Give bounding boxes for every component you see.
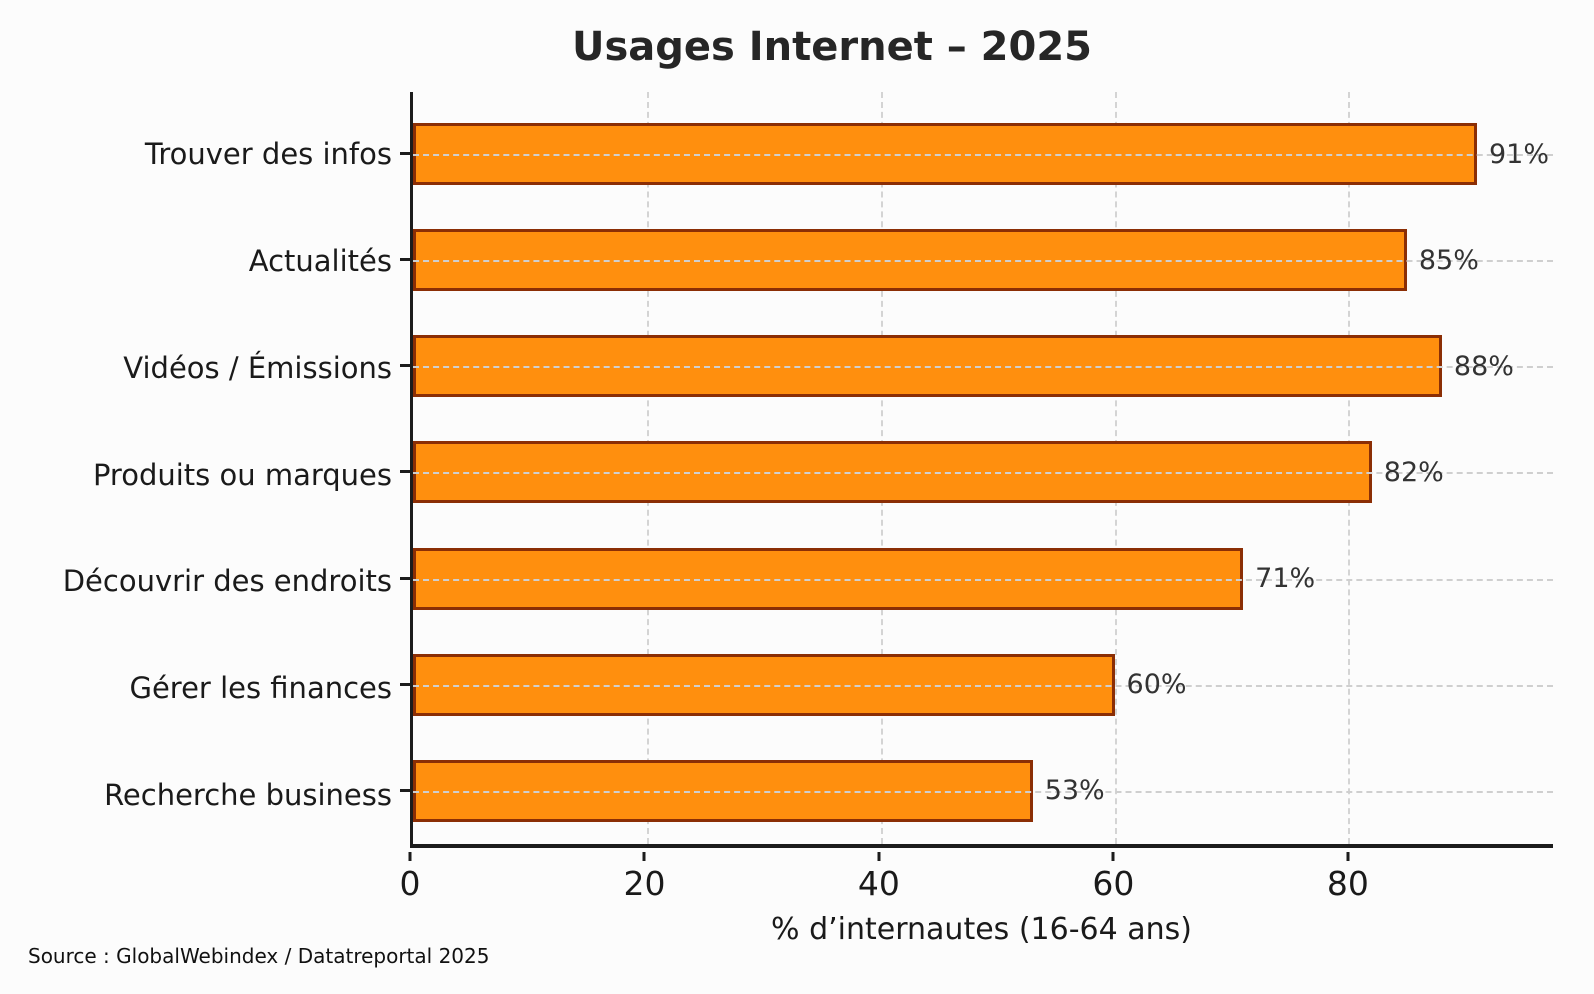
category-label: Trouver des infos xyxy=(144,137,392,172)
x-axis-ticks: 0 20 40 60 80 xyxy=(400,852,1553,916)
y-tick-mark xyxy=(400,470,410,474)
plot-area: 91% 85% 88% 82% 71% 60% 53% xyxy=(400,92,1553,848)
bar-value-label: 82% xyxy=(1383,456,1444,488)
x-tick-label: 0 xyxy=(399,864,421,903)
bar-value-label: 53% xyxy=(1044,775,1105,807)
x-tick-label: 40 xyxy=(857,864,900,903)
bar xyxy=(413,335,1442,398)
bar-value-label: 60% xyxy=(1126,669,1187,701)
bar-row: 60% xyxy=(400,632,1553,738)
chart-title: Usages Internet – 2025 xyxy=(571,24,1093,70)
x-tick-mark xyxy=(642,852,646,861)
category-label: Gérer les finances xyxy=(129,670,392,705)
bar-row: 85% xyxy=(400,207,1553,313)
category-label: Vidéos / Émissions xyxy=(123,350,392,385)
y-tick-mark xyxy=(400,258,410,262)
bar-value-label: 88% xyxy=(1453,350,1514,382)
bar-value-label: 71% xyxy=(1255,563,1316,595)
x-tick-label: 60 xyxy=(1092,864,1135,903)
bar xyxy=(413,123,1477,186)
bar-rows: 91% 85% 88% 82% 71% 60% 53% xyxy=(400,101,1553,844)
y-axis-category-labels: Trouver des infos Actualités Vidéos / Émis… xyxy=(0,101,392,848)
bar xyxy=(413,441,1372,504)
y-tick-mark xyxy=(400,152,410,156)
category-label: Produits ou marques xyxy=(92,457,392,492)
x-axis-label: % d’internautes (16-64 ans) xyxy=(771,912,1192,947)
y-tick-mark xyxy=(400,682,410,686)
x-tick-label: 80 xyxy=(1326,864,1369,903)
x-tick-mark xyxy=(877,852,881,861)
bar-value-label: 91% xyxy=(1489,138,1550,170)
x-tick-mark xyxy=(408,852,412,861)
x-tick-label: 20 xyxy=(623,864,666,903)
category-label: Recherche business xyxy=(104,777,392,812)
category-label: Actualités xyxy=(248,244,392,279)
x-tick-mark xyxy=(1346,852,1350,861)
bar-row: 82% xyxy=(400,419,1553,525)
bar xyxy=(413,229,1407,292)
category-label: Découvrir des endroits xyxy=(62,564,392,599)
x-tick-mark xyxy=(1111,852,1115,861)
bar-row: 91% xyxy=(400,101,1553,207)
bar-row: 53% xyxy=(400,738,1553,844)
bar xyxy=(413,547,1244,610)
source-note: Source : GlobalWebindex / Datatreportal … xyxy=(28,944,490,968)
y-tick-mark xyxy=(400,364,410,368)
bar-row: 88% xyxy=(400,313,1553,419)
y-tick-mark xyxy=(400,788,410,792)
y-tick-mark xyxy=(400,576,410,580)
bar-value-label: 85% xyxy=(1418,244,1479,276)
bar xyxy=(413,759,1033,822)
bar xyxy=(413,653,1115,716)
bar-row: 71% xyxy=(400,526,1553,632)
